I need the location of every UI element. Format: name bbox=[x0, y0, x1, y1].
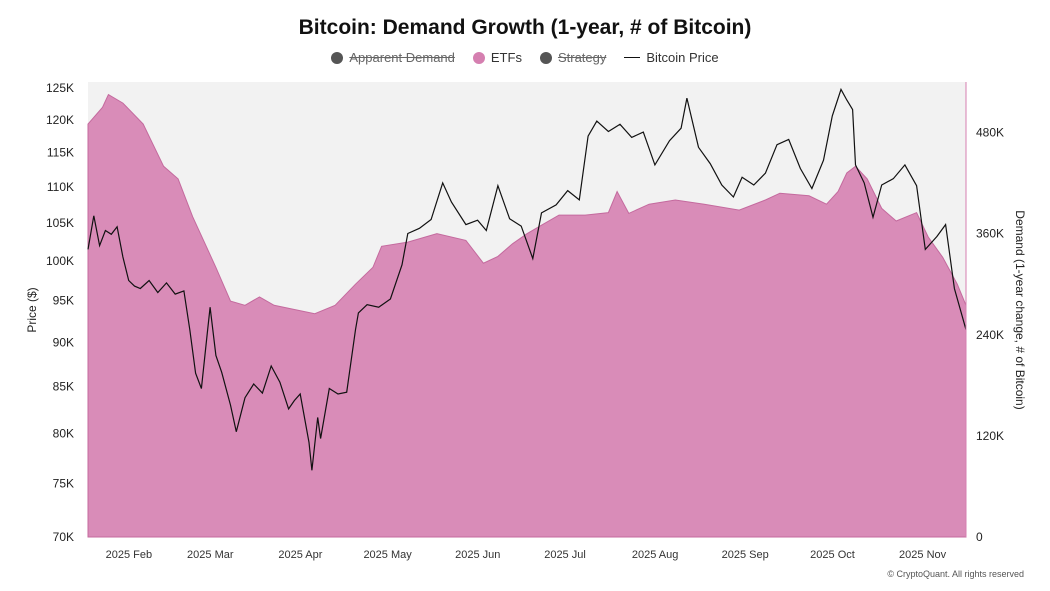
legend-dot-icon bbox=[472, 51, 485, 64]
legend-item-etfs[interactable]: ETFs bbox=[472, 50, 522, 65]
legend-item-bitcoin-price[interactable]: Bitcoin Price bbox=[624, 50, 719, 65]
y-left-tick-label: 125K bbox=[46, 81, 74, 95]
x-tick-label: 2025 Mar bbox=[187, 549, 234, 561]
legend-dot-icon bbox=[539, 51, 552, 64]
y-left-tick-label: 70K bbox=[53, 530, 74, 544]
legend-dot-icon bbox=[331, 51, 344, 64]
x-tick-label: 2025 Nov bbox=[899, 549, 947, 561]
y-left-tick-label: 110K bbox=[47, 180, 74, 194]
y-left-tick-label: 90K bbox=[53, 336, 74, 350]
x-tick-label: 2025 Oct bbox=[810, 549, 855, 561]
y-right-tick-label: 480K bbox=[976, 126, 1004, 140]
y-axis-right-label: Demand (1-year change, # of Bitcoin) bbox=[1013, 210, 1027, 409]
x-tick-label: 2025 Sep bbox=[722, 549, 769, 561]
y-left-tick-label: 80K bbox=[53, 427, 74, 441]
x-tick-label: 2025 Feb bbox=[106, 549, 152, 561]
y-left-tick-label: 115K bbox=[47, 146, 74, 160]
chart-title: Bitcoin: Demand Growth (1-year, # of Bit… bbox=[298, 16, 752, 39]
legend-label: Bitcoin Price bbox=[646, 50, 719, 65]
y-left-tick-label: 85K bbox=[53, 380, 74, 394]
legend-label: Apparent Demand bbox=[349, 50, 455, 65]
y-left-tick-label: 95K bbox=[53, 294, 74, 308]
y-right-tick-label: 360K bbox=[976, 227, 1004, 241]
legend-item-apparent-demand[interactable]: Apparent Demand bbox=[331, 50, 455, 65]
y-right-tick-label: 240K bbox=[976, 328, 1004, 342]
x-tick-label: 2025 Aug bbox=[632, 549, 679, 561]
y-right-tick-label: 0 bbox=[976, 530, 983, 544]
x-tick-label: 2025 Jun bbox=[455, 549, 500, 561]
legend-label: ETFs bbox=[490, 50, 522, 65]
legend-label: Strategy bbox=[557, 50, 607, 65]
x-tick-label: 2025 Jul bbox=[544, 549, 586, 561]
legend-line-icon bbox=[624, 57, 641, 58]
x-tick-label: 2025 Apr bbox=[278, 549, 322, 561]
bitcoin-price-line bbox=[87, 87, 967, 471]
legend-item-strategy[interactable]: Strategy bbox=[539, 50, 607, 65]
x-tick-label: 2025 May bbox=[363, 549, 412, 561]
y-left-tick-label: 105K bbox=[46, 216, 74, 230]
etf-demand-area bbox=[87, 93, 967, 538]
y-left-tick-label: 100K bbox=[46, 254, 74, 268]
chart-legend: Apparent Demand ETFs Strategy Bitcoin Pr… bbox=[0, 50, 1050, 65]
y-left-tick-label: 75K bbox=[53, 477, 74, 491]
y-right-tick-label: 120K bbox=[976, 429, 1004, 443]
y-axis-left-label: Price ($) bbox=[25, 287, 39, 332]
y-left-tick-label: 120K bbox=[46, 113, 74, 127]
copyright-text: © CryptoQuant. All rights reserved bbox=[887, 569, 1024, 579]
